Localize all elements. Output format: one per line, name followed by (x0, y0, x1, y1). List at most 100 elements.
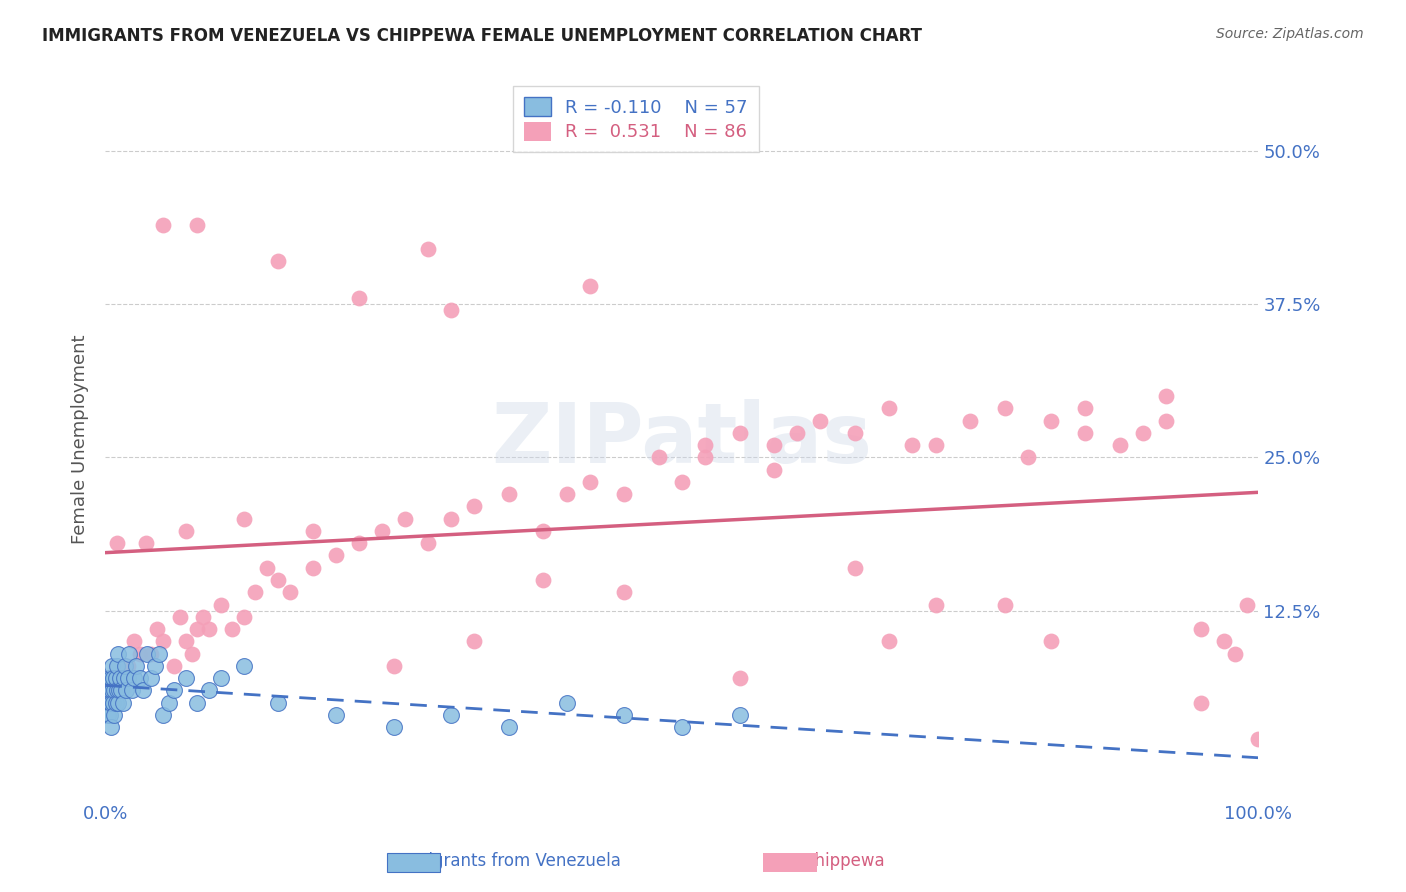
Point (763, 463, 786, 477)
Point (440, 707, 463, 722)
Text: ZIPatlas: ZIPatlas (491, 399, 872, 480)
Point (1039, 634, 1062, 648)
Point (613, 585, 636, 599)
Point (117, 658, 139, 673)
Point (693, 438, 716, 452)
Point (100, 720, 122, 734)
Point (924, 598, 946, 612)
Point (1225, 647, 1247, 661)
Point (104, 671, 127, 685)
Point (128, 671, 150, 685)
Point (152, 707, 174, 722)
Point (844, 425, 866, 440)
Point (193, 609, 215, 624)
Point (267, 573, 290, 587)
Point (1212, 634, 1234, 648)
Point (440, 512, 463, 526)
Point (901, 438, 924, 452)
Point (959, 414, 981, 428)
Point (994, 598, 1017, 612)
Point (879, 401, 901, 416)
Point (808, 414, 831, 428)
Point (267, 254, 290, 268)
Y-axis label: Female Unemployment: Female Unemployment (72, 334, 89, 544)
Point (786, 425, 808, 440)
Point (325, 707, 347, 722)
Point (1189, 622, 1212, 636)
Point (107, 696, 129, 710)
Point (232, 658, 254, 673)
Point (648, 450, 671, 465)
Point (105, 683, 128, 698)
Point (101, 658, 124, 673)
Point (1247, 732, 1270, 747)
Point (180, 647, 202, 661)
Point (105, 536, 128, 550)
Point (103, 696, 125, 710)
Point (112, 671, 135, 685)
Text: Immigrants from Venezuela: Immigrants from Venezuela (391, 852, 621, 870)
Point (209, 598, 232, 612)
Point (394, 512, 416, 526)
Point (416, 242, 439, 256)
Point (135, 536, 157, 550)
Point (498, 487, 520, 501)
Point (463, 634, 485, 648)
Point (994, 401, 1017, 416)
Point (243, 585, 266, 599)
Point (118, 647, 141, 661)
Point (100, 696, 122, 710)
Point (693, 450, 716, 465)
Point (157, 696, 180, 710)
Point (125, 658, 148, 673)
Point (728, 425, 751, 440)
Point (844, 560, 866, 574)
Point (98, 683, 121, 698)
Point (174, 524, 197, 538)
Point (132, 683, 155, 698)
Point (103, 683, 125, 698)
Point (186, 218, 208, 232)
Point (174, 634, 197, 648)
Point (141, 647, 163, 661)
Point (301, 524, 323, 538)
Point (111, 683, 134, 698)
Point (105, 658, 128, 673)
Point (122, 634, 145, 648)
Point (96, 707, 118, 722)
Point (301, 560, 323, 574)
Point (728, 671, 751, 685)
Point (1017, 450, 1039, 465)
Point (533, 573, 555, 587)
Point (186, 622, 208, 636)
Point (1189, 696, 1212, 710)
Point (100, 683, 122, 698)
Point (924, 438, 946, 452)
Point (555, 696, 578, 710)
Point (1109, 438, 1132, 452)
Point (221, 622, 243, 636)
Point (763, 438, 786, 452)
Text: Chippewa: Chippewa (803, 852, 884, 870)
Text: IMMIGRANTS FROM VENEZUELA VS CHIPPEWA FEMALE UNEMPLOYMENT CORRELATION CHART: IMMIGRANTS FROM VENEZUELA VS CHIPPEWA FE… (42, 27, 922, 45)
Point (135, 647, 157, 661)
Point (371, 524, 394, 538)
Point (174, 671, 197, 685)
Point (578, 475, 600, 489)
Point (1074, 401, 1097, 416)
Point (440, 303, 463, 318)
Point (169, 609, 191, 624)
Point (97, 671, 120, 685)
Point (347, 291, 370, 305)
Point (232, 512, 254, 526)
Point (198, 622, 221, 636)
Point (152, 634, 174, 648)
Point (104, 696, 127, 710)
Point (121, 683, 143, 698)
Point (115, 683, 138, 698)
Point (463, 500, 485, 514)
Point (97, 696, 120, 710)
Point (1074, 425, 1097, 440)
Point (728, 707, 751, 722)
Point (143, 658, 166, 673)
